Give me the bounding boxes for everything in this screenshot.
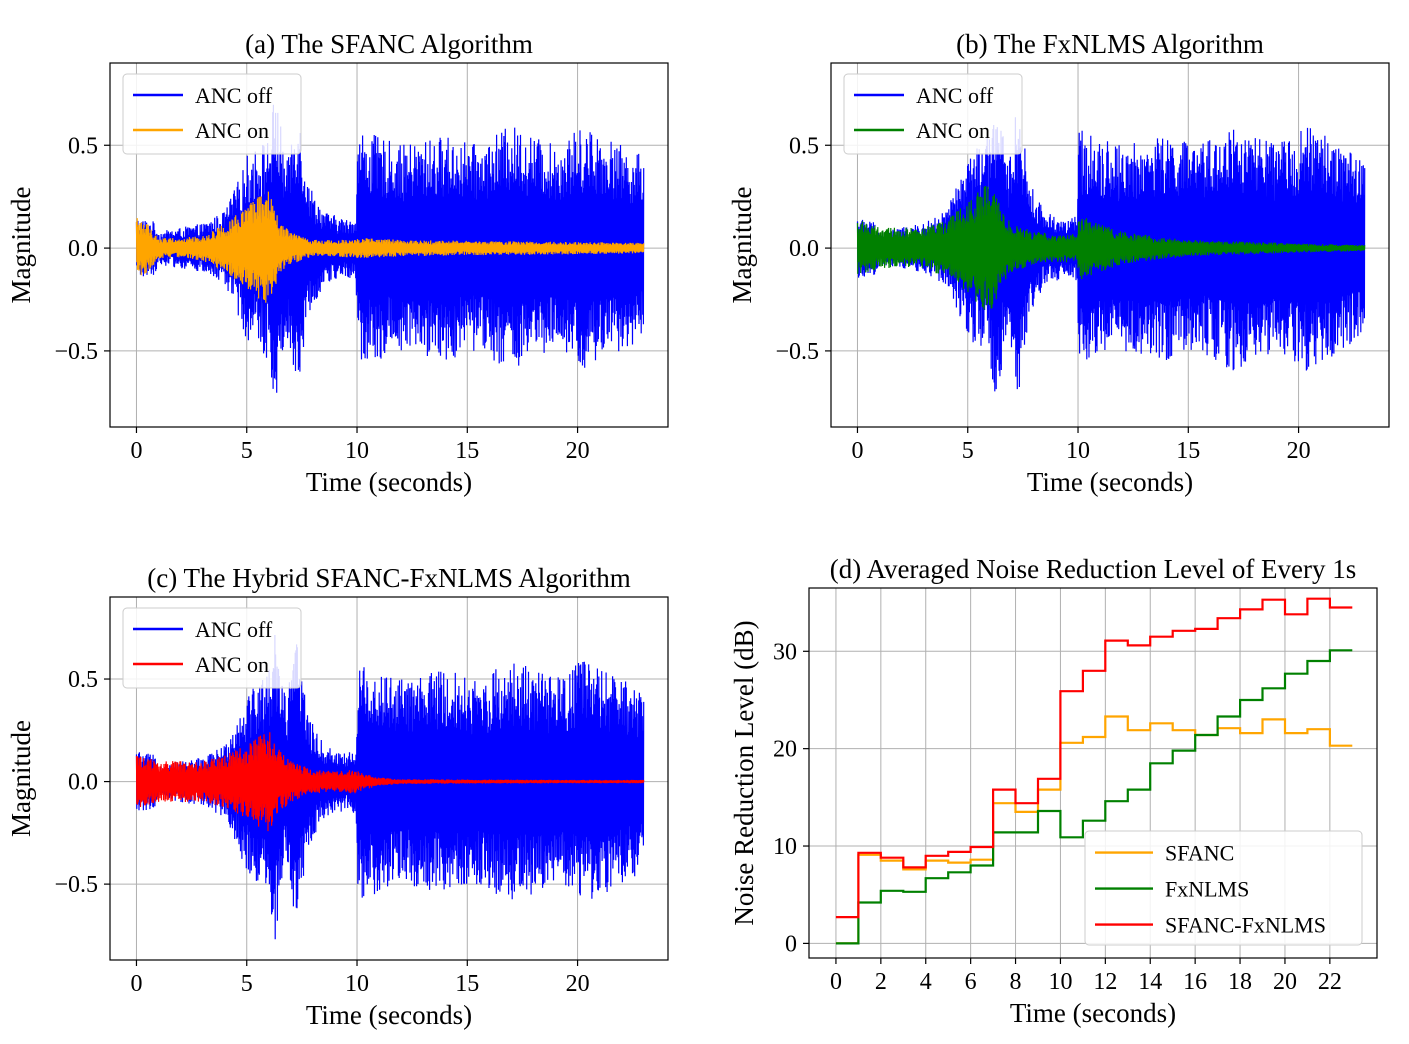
x-tick-label: 10: [345, 971, 369, 997]
y-tick-label: −0.5: [54, 872, 98, 898]
axes-frame: [109, 62, 669, 428]
legend-label: ANC on: [195, 118, 269, 143]
legend-label: FxNLMS: [1165, 877, 1249, 902]
axes-frame: [109, 596, 669, 961]
x-tick-label: 4: [920, 969, 932, 995]
legend-label: ANC on: [916, 118, 990, 143]
x-axis-label: Time (seconds): [306, 1000, 472, 1030]
legend-label: ANC off: [916, 83, 994, 108]
x-tick-label: 0: [830, 969, 842, 995]
x-axis-label: Time (seconds): [1010, 998, 1176, 1028]
legend-box: [1084, 830, 1363, 946]
chart-panel-a: 0 5 10 15 20 −0.5 0.0 0.5 (a) The SFANC Algorith…: [6, 29, 669, 497]
series-line-fxnlms: [835, 649, 1353, 945]
legend-label: SFANC-FxNLMS: [1165, 913, 1326, 938]
x-tick-label: 5: [241, 971, 253, 997]
x-tick-label: 5: [241, 438, 253, 464]
y-tick-label: 0.5: [68, 133, 98, 159]
y-tick-label: 0: [785, 931, 797, 957]
y-tick-label: 0.0: [789, 236, 819, 262]
x-tick-label: 16: [1183, 969, 1207, 995]
x-tick-label: 22: [1318, 969, 1342, 995]
series-signal-anc-on: [135, 732, 645, 832]
x-axis-label: Time (seconds): [1027, 467, 1193, 497]
axes-frame: [830, 62, 1390, 428]
x-tick-label: 0: [851, 438, 863, 464]
legend: ANC off ANC on: [122, 607, 302, 689]
y-axis-label: Magnitude: [6, 186, 36, 303]
legend-label: ANC on: [195, 652, 269, 677]
chart-title: (d) Averaged Noise Reduction Level of Ev…: [830, 554, 1357, 584]
legend-label: ANC off: [195, 83, 273, 108]
y-tick-label: 0.0: [68, 236, 98, 262]
x-tick-label: 20: [1273, 969, 1297, 995]
legend: SFANC FxNLMS SFANC-FxNLMS: [1084, 830, 1363, 946]
plot-area: [135, 104, 645, 393]
y-tick-label: 0.5: [789, 133, 819, 159]
y-axis-label: Magnitude: [727, 186, 757, 303]
x-tick-label: 2: [875, 969, 887, 995]
x-tick-label: 14: [1138, 969, 1162, 995]
chart-title: (c) The Hybrid SFANC-FxNLMS Algorithm: [147, 563, 631, 593]
series-signal-anc-on: [135, 191, 645, 303]
plot-area: [835, 597, 1353, 945]
series-line-sfanc-fxnlms: [835, 597, 1353, 919]
y-tick-label: 20: [773, 737, 797, 763]
y-tick-label: −0.5: [775, 339, 819, 365]
x-tick-label: 20: [566, 971, 590, 997]
x-tick-label: 8: [1010, 969, 1022, 995]
x-tick-label: 12: [1093, 969, 1117, 995]
y-tick-label: 10: [773, 834, 797, 860]
x-tick-label: 15: [455, 438, 479, 464]
x-tick-label: 5: [962, 438, 974, 464]
chart-title: (a) The SFANC Algorithm: [245, 29, 533, 59]
y-axis-label: Magnitude: [6, 720, 36, 837]
x-tick-label: 10: [1048, 969, 1072, 995]
legend: ANC off ANC on: [843, 73, 1023, 155]
x-tick-label: 15: [455, 971, 479, 997]
chart-panel-b: 0 5 10 15 20 −0.5 0.0 0.5 (b) The FxNLMS Algorit…: [727, 29, 1390, 497]
y-tick-label: 0.5: [68, 667, 98, 693]
x-tick-label: 0: [130, 438, 142, 464]
legend-label: SFANC: [1165, 841, 1234, 866]
x-tick-label: 20: [566, 438, 590, 464]
plot-area: [856, 117, 1366, 392]
chart-panel-d: 0 2 4 6 8 10 12 14 16 18 20 22 0 10 20 30 (d) Averaged N…: [729, 554, 1378, 1028]
x-tick-label: 15: [1176, 438, 1200, 464]
chart-title: (b) The FxNLMS Algorithm: [956, 29, 1264, 59]
y-tick-label: 30: [773, 639, 797, 665]
series-signal-anc-on: [856, 185, 1366, 310]
chart-panel-c: 0 5 10 15 20 −0.5 0.0 0.5 (c) The Hybrid SFANC-F…: [6, 563, 669, 1030]
plot-area: [135, 634, 645, 940]
x-tick-label: 6: [965, 969, 977, 995]
x-tick-label: 10: [1066, 438, 1090, 464]
y-tick-label: 0.0: [68, 770, 98, 796]
x-tick-label: 0: [130, 971, 142, 997]
x-tick-label: 10: [345, 438, 369, 464]
legend: ANC off ANC on: [122, 73, 302, 155]
x-tick-label: 18: [1228, 969, 1252, 995]
x-tick-label: 20: [1287, 438, 1311, 464]
y-axis-label: Noise Reduction Level (dB): [729, 620, 759, 925]
axes-frame: [808, 587, 1378, 959]
legend-label: ANC off: [195, 617, 273, 642]
y-tick-label: −0.5: [54, 339, 98, 365]
x-axis-label: Time (seconds): [306, 467, 472, 497]
